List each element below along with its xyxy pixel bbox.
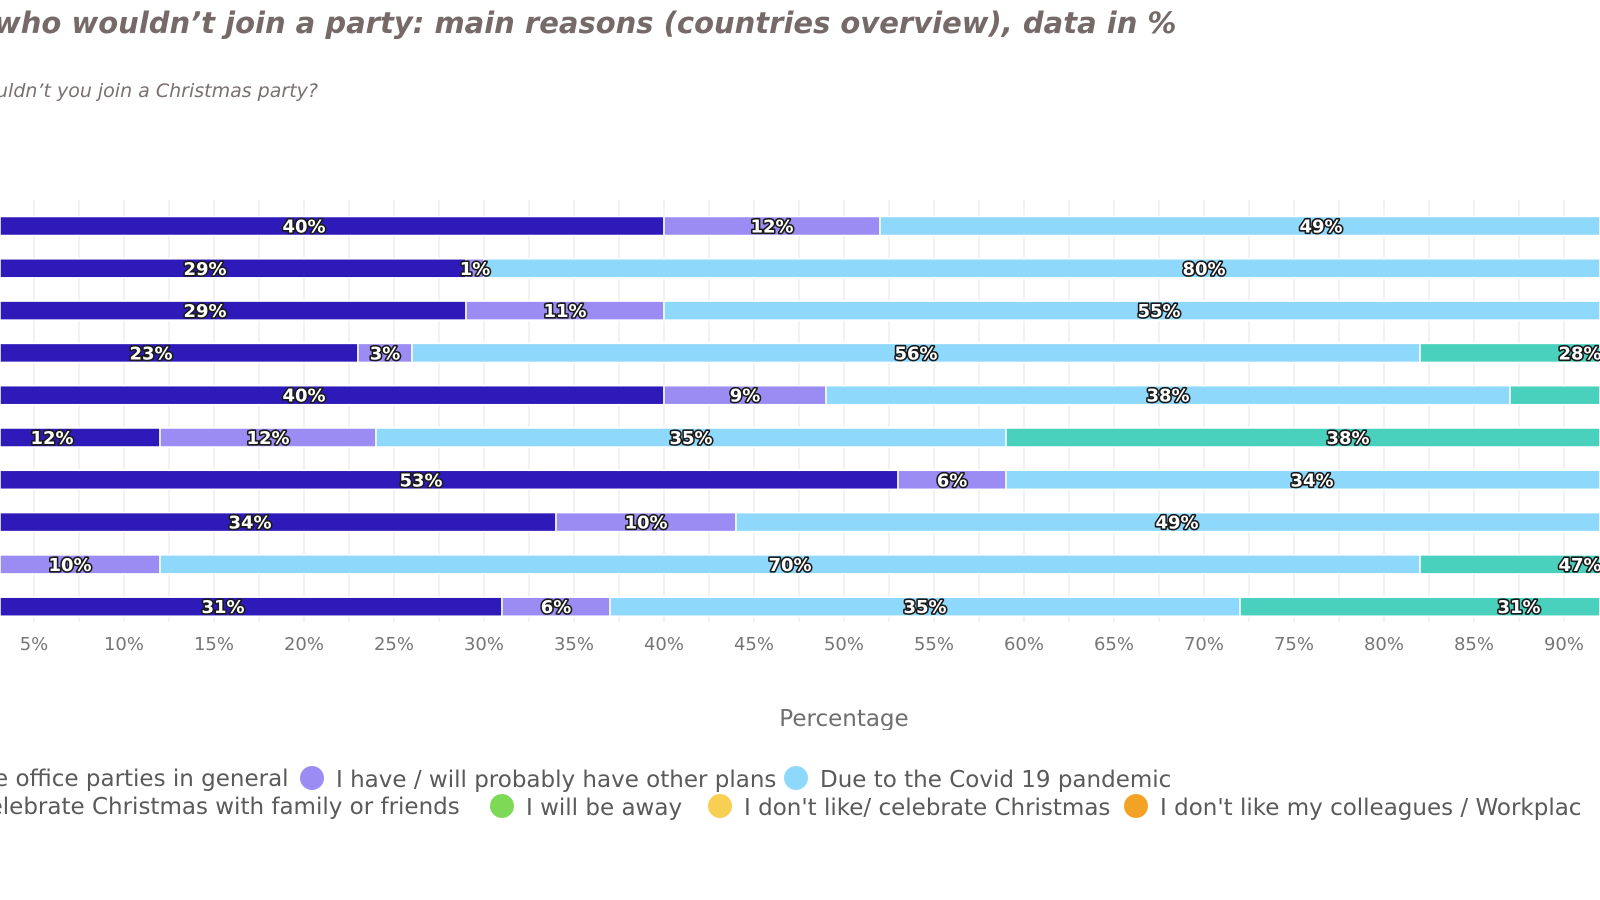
x-tick-label: 55% xyxy=(914,634,954,655)
x-tick-label: 65% xyxy=(1094,634,1134,655)
data-label: 10% xyxy=(624,513,667,534)
data-label: 35% xyxy=(669,428,712,449)
legend-swatch-icon xyxy=(1124,794,1148,818)
data-label: 12% xyxy=(30,428,73,449)
data-label: 34% xyxy=(1290,470,1333,491)
data-label: 70% xyxy=(768,555,811,576)
bar-segment xyxy=(1509,384,1600,406)
bar-segment xyxy=(0,511,557,533)
bar-segment xyxy=(0,215,665,237)
bar-segment xyxy=(0,596,503,617)
legend-label: I have / will probably have other plans xyxy=(336,767,777,793)
x-tick-label: 25% xyxy=(374,634,414,655)
data-label: 28% xyxy=(1558,343,1600,364)
legend-item[interactable]: I will be away xyxy=(490,794,682,821)
x-tick-label: 85% xyxy=(1454,634,1494,655)
data-label: 80% xyxy=(1182,259,1225,280)
x-axis-label: Percentage xyxy=(779,706,908,730)
bar-segment xyxy=(483,258,1600,279)
x-tick-label: 50% xyxy=(824,634,864,655)
data-label: 11% xyxy=(543,301,586,322)
data-label: 47% xyxy=(1558,555,1600,576)
x-tick-label: 45% xyxy=(734,634,774,655)
legend-row-2: celebrate Christmas with family or frien… xyxy=(0,794,1600,824)
data-label: 49% xyxy=(1155,513,1198,534)
bar-segment xyxy=(1239,596,1600,617)
x-tick-label: 20% xyxy=(284,634,324,655)
chart-title: who wouldn’t join a party: main reasons … xyxy=(0,6,1177,40)
x-tick-label: 30% xyxy=(464,634,504,655)
data-label: 40% xyxy=(282,386,325,407)
legend-item[interactable]: celebrate Christmas with family or frien… xyxy=(0,794,460,820)
x-tick-label: 5% xyxy=(20,634,49,655)
bar-segment xyxy=(1005,427,1600,448)
legend-row-1: e office parties in general I have / will… xyxy=(0,766,1600,796)
bar-segment xyxy=(1419,554,1600,575)
bar-segment xyxy=(735,511,1600,533)
chart-subtitle: uldn’t you join a Christmas party? xyxy=(0,80,318,102)
data-label: 29% xyxy=(183,259,226,280)
bar-segment xyxy=(0,427,161,448)
legend-item[interactable]: I don't like my colleagues / Workplac xyxy=(1124,794,1581,821)
x-tick-label: 35% xyxy=(554,634,594,655)
data-label: 23% xyxy=(129,343,172,364)
data-label: 38% xyxy=(1326,428,1369,449)
legend-label: celebrate Christmas with family or frien… xyxy=(0,794,460,820)
x-tick-label: 75% xyxy=(1274,634,1314,655)
bar-segment xyxy=(0,469,899,491)
legend-item[interactable]: I don't like/ celebrate Christmas xyxy=(708,794,1110,821)
x-tick-label: 70% xyxy=(1184,634,1224,655)
data-label: 10% xyxy=(48,555,91,576)
x-tick-label: 40% xyxy=(644,634,684,655)
data-label: 29% xyxy=(183,301,226,322)
data-label: 12% xyxy=(246,428,289,449)
legend-swatch-icon xyxy=(300,766,324,790)
legend-swatch-icon xyxy=(490,794,514,818)
legend-label: I don't like my colleagues / Workplac xyxy=(1160,795,1582,821)
legend-item[interactable]: e office parties in general xyxy=(0,766,289,792)
data-label: 31% xyxy=(1497,597,1540,618)
legend-label: Due to the Covid 19 pandemic xyxy=(820,767,1172,793)
bar-segment xyxy=(663,300,1600,321)
x-tick-label: 10% xyxy=(104,634,144,655)
legend-item[interactable]: Due to the Covid 19 pandemic xyxy=(784,766,1171,793)
data-label: 34% xyxy=(228,513,271,534)
data-label: 3% xyxy=(370,343,401,364)
legend-swatch-icon xyxy=(784,766,808,790)
data-label: 40% xyxy=(282,217,325,238)
bar-segment xyxy=(0,258,467,279)
bar-segment xyxy=(0,384,665,406)
bar-segment xyxy=(0,300,467,321)
bar-segment xyxy=(0,342,359,364)
legend-label: I will be away xyxy=(526,795,683,821)
x-tick-label: 90% xyxy=(1544,634,1584,655)
data-label: 12% xyxy=(750,217,793,238)
data-label: 53% xyxy=(399,470,442,491)
data-label: 35% xyxy=(903,597,946,618)
bar-segment xyxy=(1419,342,1600,364)
legend-label: e office parties in general xyxy=(0,766,289,792)
legend-label: I don't like/ celebrate Christmas xyxy=(744,795,1111,821)
data-label: 49% xyxy=(1299,217,1342,238)
x-tick-label: 60% xyxy=(1004,634,1044,655)
legend-item[interactable]: I have / will probably have other plans xyxy=(300,766,776,793)
stacked-bar-chart: 40% 12% 49% 29% 1% 80% 29% 11% 55% 23% 3% 56% 28% 40%… xyxy=(0,200,1600,730)
data-label: 9% xyxy=(730,386,761,407)
bar-segment xyxy=(879,215,1600,237)
data-label: 38% xyxy=(1146,386,1189,407)
x-tick-label: 15% xyxy=(194,634,234,655)
x-tick-label: 80% xyxy=(1364,634,1404,655)
data-label: 31% xyxy=(201,597,244,618)
data-label: 55% xyxy=(1137,301,1180,322)
bar-segment xyxy=(1005,469,1600,491)
legend-swatch-icon xyxy=(708,794,732,818)
data-label: 1% xyxy=(460,259,491,280)
data-label: 6% xyxy=(937,470,968,491)
data-label: 56% xyxy=(894,343,937,364)
data-label: 6% xyxy=(541,597,572,618)
